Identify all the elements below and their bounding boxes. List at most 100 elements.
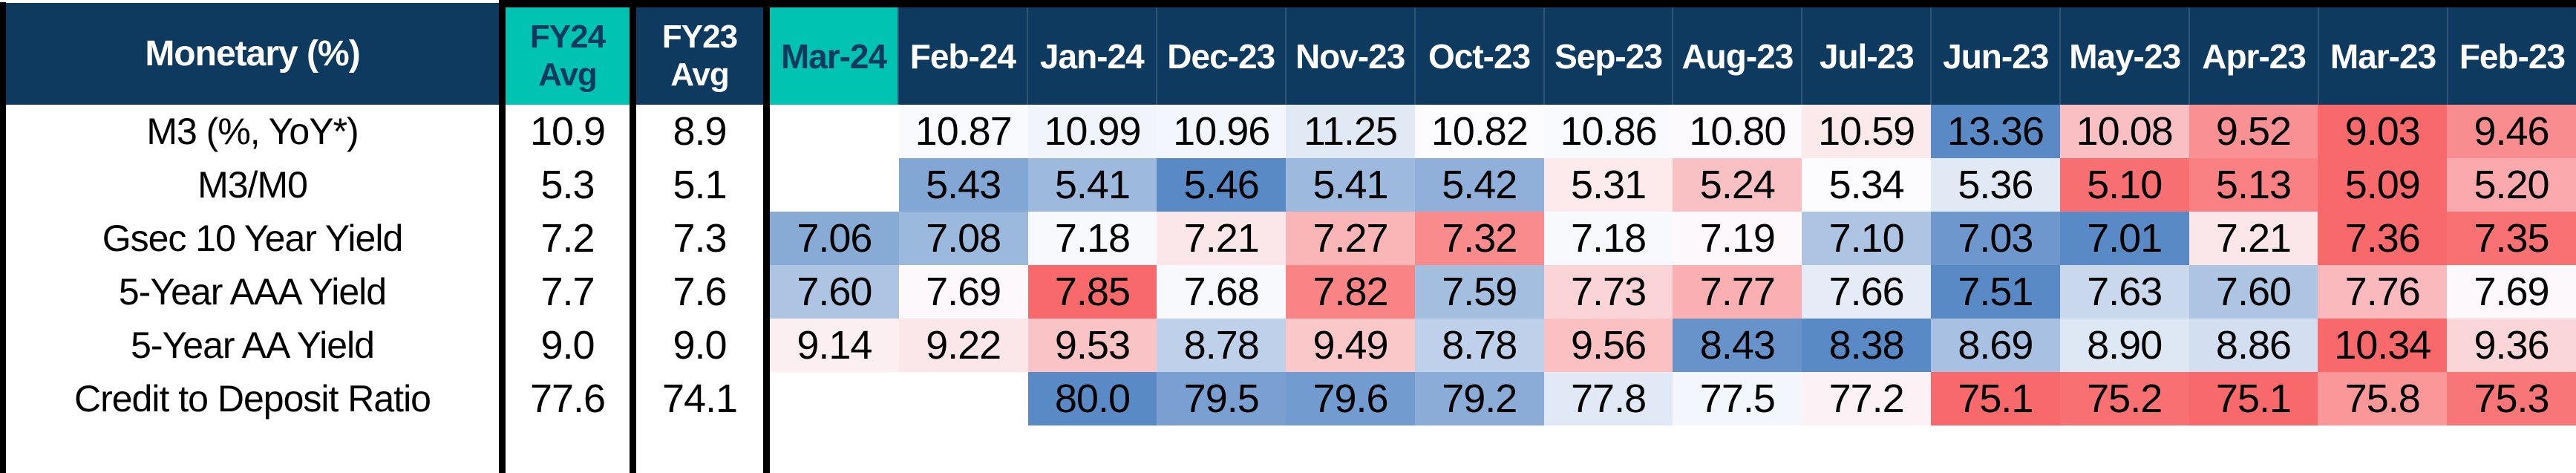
table-row: 5-Year AA Yield 9.0 9.0 9.14 9.22 9.53 8.78 9.4…: [0, 319, 2576, 372]
heat-cell-mar-24: [770, 372, 899, 425]
fy23-header-line2: Avg: [670, 56, 729, 93]
month-header-jul-23: Jul-23: [1801, 7, 1931, 105]
table-title-cell: Monetary (%): [6, 3, 499, 105]
heat-cell-jul-23: 7.66: [1802, 265, 1932, 319]
heat-cell-mar-23: 5.09: [2318, 158, 2448, 212]
heat-cell-feb-24: [898, 372, 1028, 425]
heat-cell-mar-24: 9.14: [770, 319, 899, 372]
fy23-avg-value: 74.1: [636, 372, 763, 425]
heat-cell-sep-23: 7.18: [1543, 212, 1673, 265]
month-cells: 5.43 5.41 5.46 5.41 5.42 5.31 5.24 5.34 5.36 5.10…: [770, 158, 2576, 212]
heat-cell-jul-23: 77.2: [1802, 372, 1932, 425]
heat-cell-nov-23: 79.6: [1286, 372, 1415, 425]
divider-fy24-fy23: [630, 0, 636, 473]
heat-cell-feb-23: 75.3: [2447, 372, 2576, 425]
table-row: 5-Year AAA Yield 7.7 7.6 7.60 7.69 7.85 7.68 7.…: [0, 265, 2576, 319]
heat-cell-mar-24: 7.06: [770, 212, 899, 265]
heat-cell-may-23: 10.08: [2059, 105, 2189, 158]
heat-cell-mar-24: [770, 158, 899, 212]
heat-cell-mar-24: 7.60: [770, 265, 899, 319]
fy24-avg-value: 77.6: [506, 372, 630, 425]
heat-cell-oct-23: 10.82: [1414, 105, 1544, 158]
heat-cell-may-23: 8.90: [2059, 319, 2189, 372]
heat-cell-apr-23: 7.21: [2188, 212, 2318, 265]
month-header-aug-23: Aug-23: [1672, 7, 1802, 105]
heat-cell-jun-23: 7.51: [1931, 265, 2060, 319]
heat-cell-aug-23: 77.5: [1673, 372, 1802, 425]
fy23-avg-value: 9.0: [636, 319, 763, 372]
heat-cell-sep-23: 77.8: [1543, 372, 1673, 425]
row-label: Credit to Deposit Ratio: [6, 372, 499, 425]
heat-cell-jan-24: 10.99: [1027, 105, 1157, 158]
heat-cell-apr-23: 8.86: [2188, 319, 2318, 372]
table-row: M3 (%, YoY*) 10.9 8.9 10.87 10.99 10.96 11.25 1…: [0, 105, 2576, 158]
heat-cell-oct-23: 8.78: [1414, 319, 1544, 372]
table-row: Gsec 10 Year Yield 7.2 7.3 7.06 7.08 7.18 7.21…: [0, 212, 2576, 265]
heat-cell-jan-24: 9.53: [1027, 319, 1157, 372]
heat-cell-nov-23: 11.25: [1286, 105, 1415, 158]
heat-cell-jul-23: 7.10: [1802, 212, 1932, 265]
heat-cell-oct-23: 79.2: [1414, 372, 1544, 425]
heat-cell-sep-23: 7.73: [1543, 265, 1673, 319]
month-cells: 80.0 79.5 79.6 79.2 77.8 77.5 77.2 75.1 75.2 75.1…: [770, 372, 2576, 425]
fy24-header-line2: Avg: [538, 56, 597, 93]
month-header-feb-24: Feb-24: [897, 7, 1027, 105]
heat-cell-nov-23: 9.49: [1286, 319, 1415, 372]
heat-cell-feb-23: 7.35: [2447, 212, 2576, 265]
heat-cell-jan-24: 80.0: [1027, 372, 1157, 425]
fy24-avg-value: 10.9: [506, 105, 630, 158]
month-header-sep-23: Sep-23: [1543, 7, 1673, 105]
divider-label-fy24: [499, 0, 506, 473]
heat-cell-jan-24: 5.41: [1027, 158, 1157, 212]
heat-cell-jul-23: 5.34: [1802, 158, 1932, 212]
table-row: Credit to Deposit Ratio 77.6 74.1 80.0 79.5 7…: [0, 372, 2576, 425]
heat-cell-aug-23: 8.43: [1673, 319, 1802, 372]
heat-cell-nov-23: 7.82: [1286, 265, 1415, 319]
heat-cell-aug-23: 7.77: [1673, 265, 1802, 319]
month-header-mar-23: Mar-23: [2318, 7, 2447, 105]
heat-cell-apr-23: 9.52: [2188, 105, 2318, 158]
month-header-feb-23: Feb-23: [2446, 7, 2576, 105]
heat-cell-mar-23: 7.36: [2318, 212, 2448, 265]
row-label: Gsec 10 Year Yield: [6, 212, 499, 265]
table-left-border: [0, 2, 6, 473]
heat-cell-oct-23: 5.42: [1414, 158, 1544, 212]
heat-cell-jan-24: 7.18: [1027, 212, 1157, 265]
heat-cell-mar-24: [770, 105, 899, 158]
heat-cell-may-23: 7.63: [2059, 265, 2189, 319]
divider-fy23-months: [763, 0, 770, 473]
row-label: M3 (%, YoY*): [6, 105, 499, 158]
fy24-avg-value: 9.0: [506, 319, 630, 372]
heat-cell-jan-24: 7.85: [1027, 265, 1157, 319]
heat-cell-feb-23: 7.69: [2447, 265, 2576, 319]
heat-cell-dec-23: 5.46: [1157, 158, 1287, 212]
month-cells: 10.87 10.99 10.96 11.25 10.82 10.86 10.80 10.59…: [770, 105, 2576, 158]
row-label: 5-Year AAA Yield: [6, 265, 499, 319]
fy23-header-line1: FY23: [661, 18, 738, 55]
heat-cell-feb-24: 7.08: [898, 212, 1028, 265]
heat-cell-jun-23: 13.36: [1931, 105, 2060, 158]
fy23-avg-value: 5.1: [636, 158, 763, 212]
fy23-avg-value: 7.6: [636, 265, 763, 319]
heat-cell-dec-23: 7.68: [1157, 265, 1287, 319]
heat-cell-may-23: 75.2: [2059, 372, 2189, 425]
month-header-mar-24: Mar-24: [770, 7, 898, 105]
heat-cell-aug-23: 5.24: [1673, 158, 1802, 212]
month-header-oct-23: Oct-23: [1413, 7, 1543, 105]
table-top-border: [499, 0, 2576, 7]
fy24-header-line1: FY24: [529, 18, 606, 55]
month-header-apr-23: Apr-23: [2188, 7, 2318, 105]
column-header-fy24-avg: FY24 Avg: [506, 7, 630, 105]
heat-cell-feb-24: 9.22: [898, 319, 1028, 372]
month-header-jan-24: Jan-24: [1026, 7, 1156, 105]
heat-cell-mar-23: 10.34: [2318, 319, 2448, 372]
heat-cell-jun-23: 5.36: [1931, 158, 2060, 212]
heat-cell-dec-23: 7.21: [1157, 212, 1287, 265]
column-header-fy23-avg: FY23 Avg: [636, 7, 763, 105]
month-header-jun-23: Jun-23: [1930, 7, 2060, 105]
heat-cell-nov-23: 7.27: [1286, 212, 1415, 265]
heat-cell-nov-23: 5.41: [1286, 158, 1415, 212]
month-header-dec-23: Dec-23: [1155, 7, 1285, 105]
heat-cell-sep-23: 10.86: [1543, 105, 1673, 158]
heat-cell-mar-23: 7.76: [2318, 265, 2448, 319]
